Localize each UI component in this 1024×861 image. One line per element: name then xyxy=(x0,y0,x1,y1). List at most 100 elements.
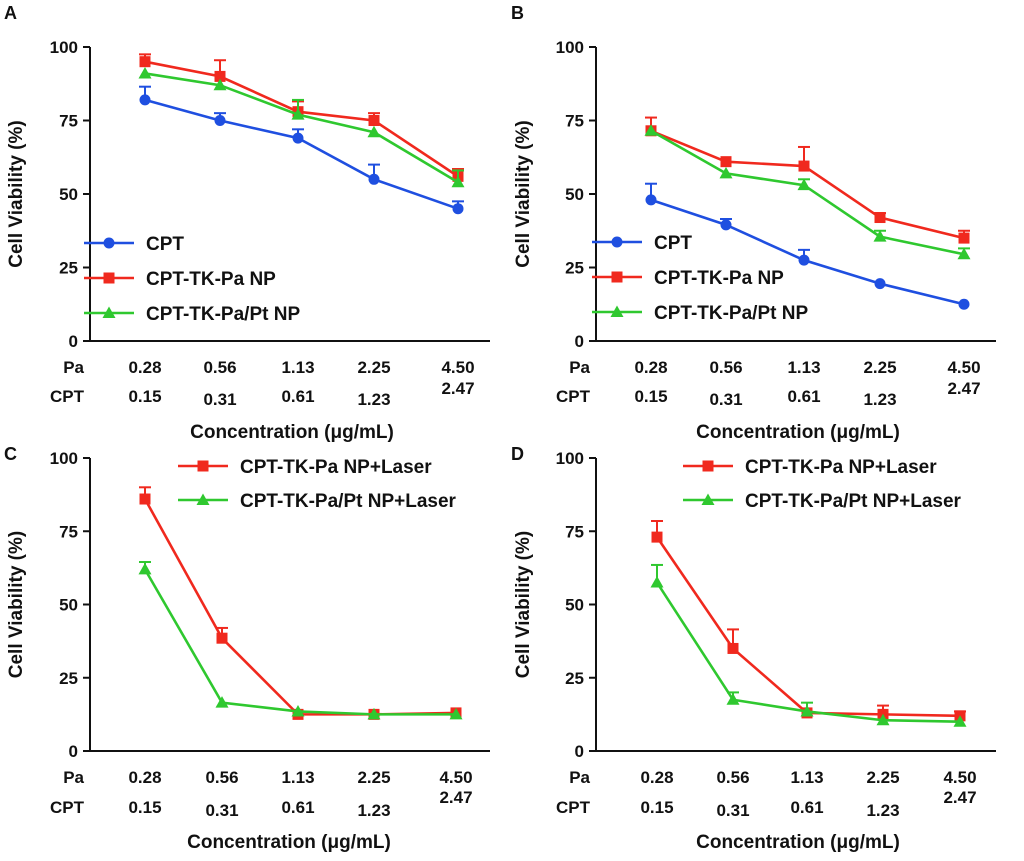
x-tick-label-cpt: 2.47 xyxy=(441,379,474,398)
x-tick-label-pa: 4.50 xyxy=(439,768,472,787)
y-tick-label: 50 xyxy=(59,185,78,204)
x-tick-label-pa: 0.28 xyxy=(634,358,667,377)
legend-label: CPT-TK-Pa NP+Laser xyxy=(240,457,432,478)
y-tick-label: 0 xyxy=(69,742,78,761)
data-point xyxy=(214,115,226,126)
data-point xyxy=(726,693,740,705)
y-tick-label: 100 xyxy=(50,38,78,57)
data-point xyxy=(368,173,380,185)
data-point xyxy=(452,203,464,215)
x-tick-label-pa: 2.25 xyxy=(357,358,390,377)
data-point xyxy=(719,166,733,179)
x-tick-label-pa: 4.50 xyxy=(943,768,976,787)
data-point xyxy=(651,531,663,543)
data-point xyxy=(958,232,970,244)
data-point xyxy=(367,125,381,138)
x-tick-label-pa: 1.13 xyxy=(281,768,314,787)
legend-marker xyxy=(611,271,623,283)
x-tick-label-cpt: 1.23 xyxy=(357,390,390,409)
panel-c: C 0 25 50 75 100 Cell Viability (%) Pa CPT 0.28 0.… xyxy=(4,444,490,853)
series-cpt-tk-pa-np-laser xyxy=(651,519,966,722)
legend-label: CPT-TK-Pa NP+Laser xyxy=(745,457,937,478)
panel-label: B xyxy=(511,3,524,23)
legend-label: CPT-TK-Pa NP xyxy=(654,268,784,289)
y-tick-label: 0 xyxy=(575,742,584,761)
y-tick-label: 75 xyxy=(59,112,78,131)
x-tick-label-cpt: 0.61 xyxy=(790,798,823,817)
data-point xyxy=(874,278,886,290)
x-tick-label-pa: 2.25 xyxy=(866,768,899,787)
x-axis-label: Concentration (μg/mL) xyxy=(190,422,394,443)
y-tick-label: 50 xyxy=(59,596,78,615)
data-point xyxy=(874,212,886,224)
data-point xyxy=(215,696,229,708)
x-tick-label-pa: 1.13 xyxy=(790,768,823,787)
panel-a: A 0 25 50 75 100 Cell Viability (%) Pa CPT 0.28 0.… xyxy=(4,3,490,443)
y-axis-label: Cell Viability (%) xyxy=(513,531,534,678)
data-point xyxy=(876,713,890,726)
series-cpt-tk-pa-np xyxy=(645,116,970,244)
x-row-label-pa: Pa xyxy=(63,768,84,787)
x-tick-label-cpt: 0.61 xyxy=(281,387,314,406)
legend-label: CPT-TK-Pa NP xyxy=(146,269,276,290)
x-tick-label-cpt: 1.23 xyxy=(357,801,390,820)
legend: CPT-TK-Pa NP+Laser CPT-TK-Pa/Pt NP+Laser xyxy=(683,457,962,512)
series-cpt xyxy=(645,182,970,310)
x-tick-label-pa: 0.28 xyxy=(640,768,673,787)
y-tick-label: 25 xyxy=(565,259,584,278)
data-point xyxy=(139,56,151,68)
y-tick-label: 50 xyxy=(565,185,584,204)
data-point xyxy=(292,132,304,144)
y-tick-label: 100 xyxy=(50,449,78,468)
x-tick-label-pa: 1.13 xyxy=(787,358,820,377)
y-tick-label: 75 xyxy=(565,522,584,541)
data-point xyxy=(213,78,227,91)
data-point xyxy=(138,562,152,575)
x-tick-label-cpt: 0.61 xyxy=(787,387,820,406)
data-point xyxy=(139,94,151,106)
x-tick-label-pa: 0.56 xyxy=(205,768,238,787)
y-tick-label: 75 xyxy=(565,112,584,131)
x-tick-label-cpt: 0.31 xyxy=(205,801,238,820)
x-tick-label-cpt: 0.15 xyxy=(634,387,667,406)
data-point xyxy=(800,704,814,717)
y-tick-label: 0 xyxy=(575,332,584,351)
y-tick-label: 25 xyxy=(59,259,78,278)
x-tick-label-cpt: 1.23 xyxy=(863,390,896,409)
x-tick-label-cpt: 0.61 xyxy=(281,798,314,817)
panel-b: B 0 25 50 75 100 Cell Viability (%) Pa CPT 0.28 0.… xyxy=(511,3,996,443)
x-tick-label-cpt: 1.23 xyxy=(866,801,899,820)
y-axis-label: Cell Viability (%) xyxy=(6,120,27,267)
legend-label: CPT-TK-Pa/Pt NP+Laser xyxy=(745,491,962,512)
data-point xyxy=(727,642,739,654)
x-tick-label-pa: 4.50 xyxy=(441,358,474,377)
x-axis-label: Concentration (μg/mL) xyxy=(696,832,900,853)
x-tick-label-cpt: 2.47 xyxy=(947,379,980,398)
series-cpt-tk-pa-pt-np-laser xyxy=(138,561,463,720)
x-row-label-pa: Pa xyxy=(63,358,84,377)
y-axis-label: Cell Viability (%) xyxy=(6,531,27,678)
data-point xyxy=(451,175,465,188)
x-row-label-cpt: CPT xyxy=(50,798,85,817)
x-tick-label-pa: 2.25 xyxy=(863,358,896,377)
x-tick-label-pa: 0.56 xyxy=(203,358,236,377)
series-line xyxy=(655,536,961,718)
x-tick-label-pa: 1.13 xyxy=(281,358,314,377)
x-tick-label-pa: 2.25 xyxy=(357,768,390,787)
data-point xyxy=(645,194,657,206)
x-row-label-pa: Pa xyxy=(569,358,590,377)
x-tick-label-cpt: 2.47 xyxy=(439,788,472,807)
legend-marker xyxy=(103,272,115,284)
series-line xyxy=(143,568,456,716)
x-tick-label-pa: 0.56 xyxy=(709,358,742,377)
data-point xyxy=(720,156,732,168)
data-point xyxy=(958,298,970,310)
x-axis-label: Concentration (μg/mL) xyxy=(187,832,391,853)
series-cpt-tk-pa-np-laser xyxy=(139,486,462,720)
data-point xyxy=(720,219,732,231)
legend-label: CPT-TK-Pa/Pt NP+Laser xyxy=(240,491,457,512)
data-point xyxy=(797,178,811,191)
legend-label: CPT xyxy=(146,234,184,255)
x-tick-label-pa: 0.28 xyxy=(128,358,161,377)
y-tick-label: 25 xyxy=(565,669,584,688)
